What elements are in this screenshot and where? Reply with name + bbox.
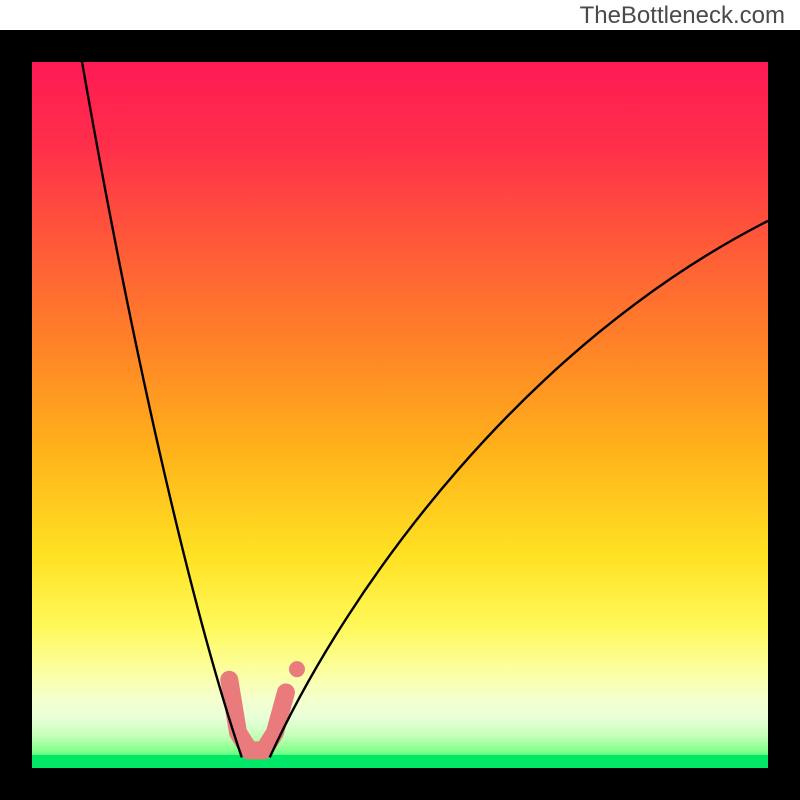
chart-plot-area (32, 62, 768, 768)
bottleneck-curve-right (270, 221, 768, 758)
watermark-text: TheBottleneck.com (580, 2, 785, 30)
canvas-root: TheBottleneck.com (0, 0, 800, 800)
bottleneck-curve-left (82, 62, 242, 757)
curve-overlay (32, 62, 768, 768)
valley-dot-marker (289, 661, 305, 677)
